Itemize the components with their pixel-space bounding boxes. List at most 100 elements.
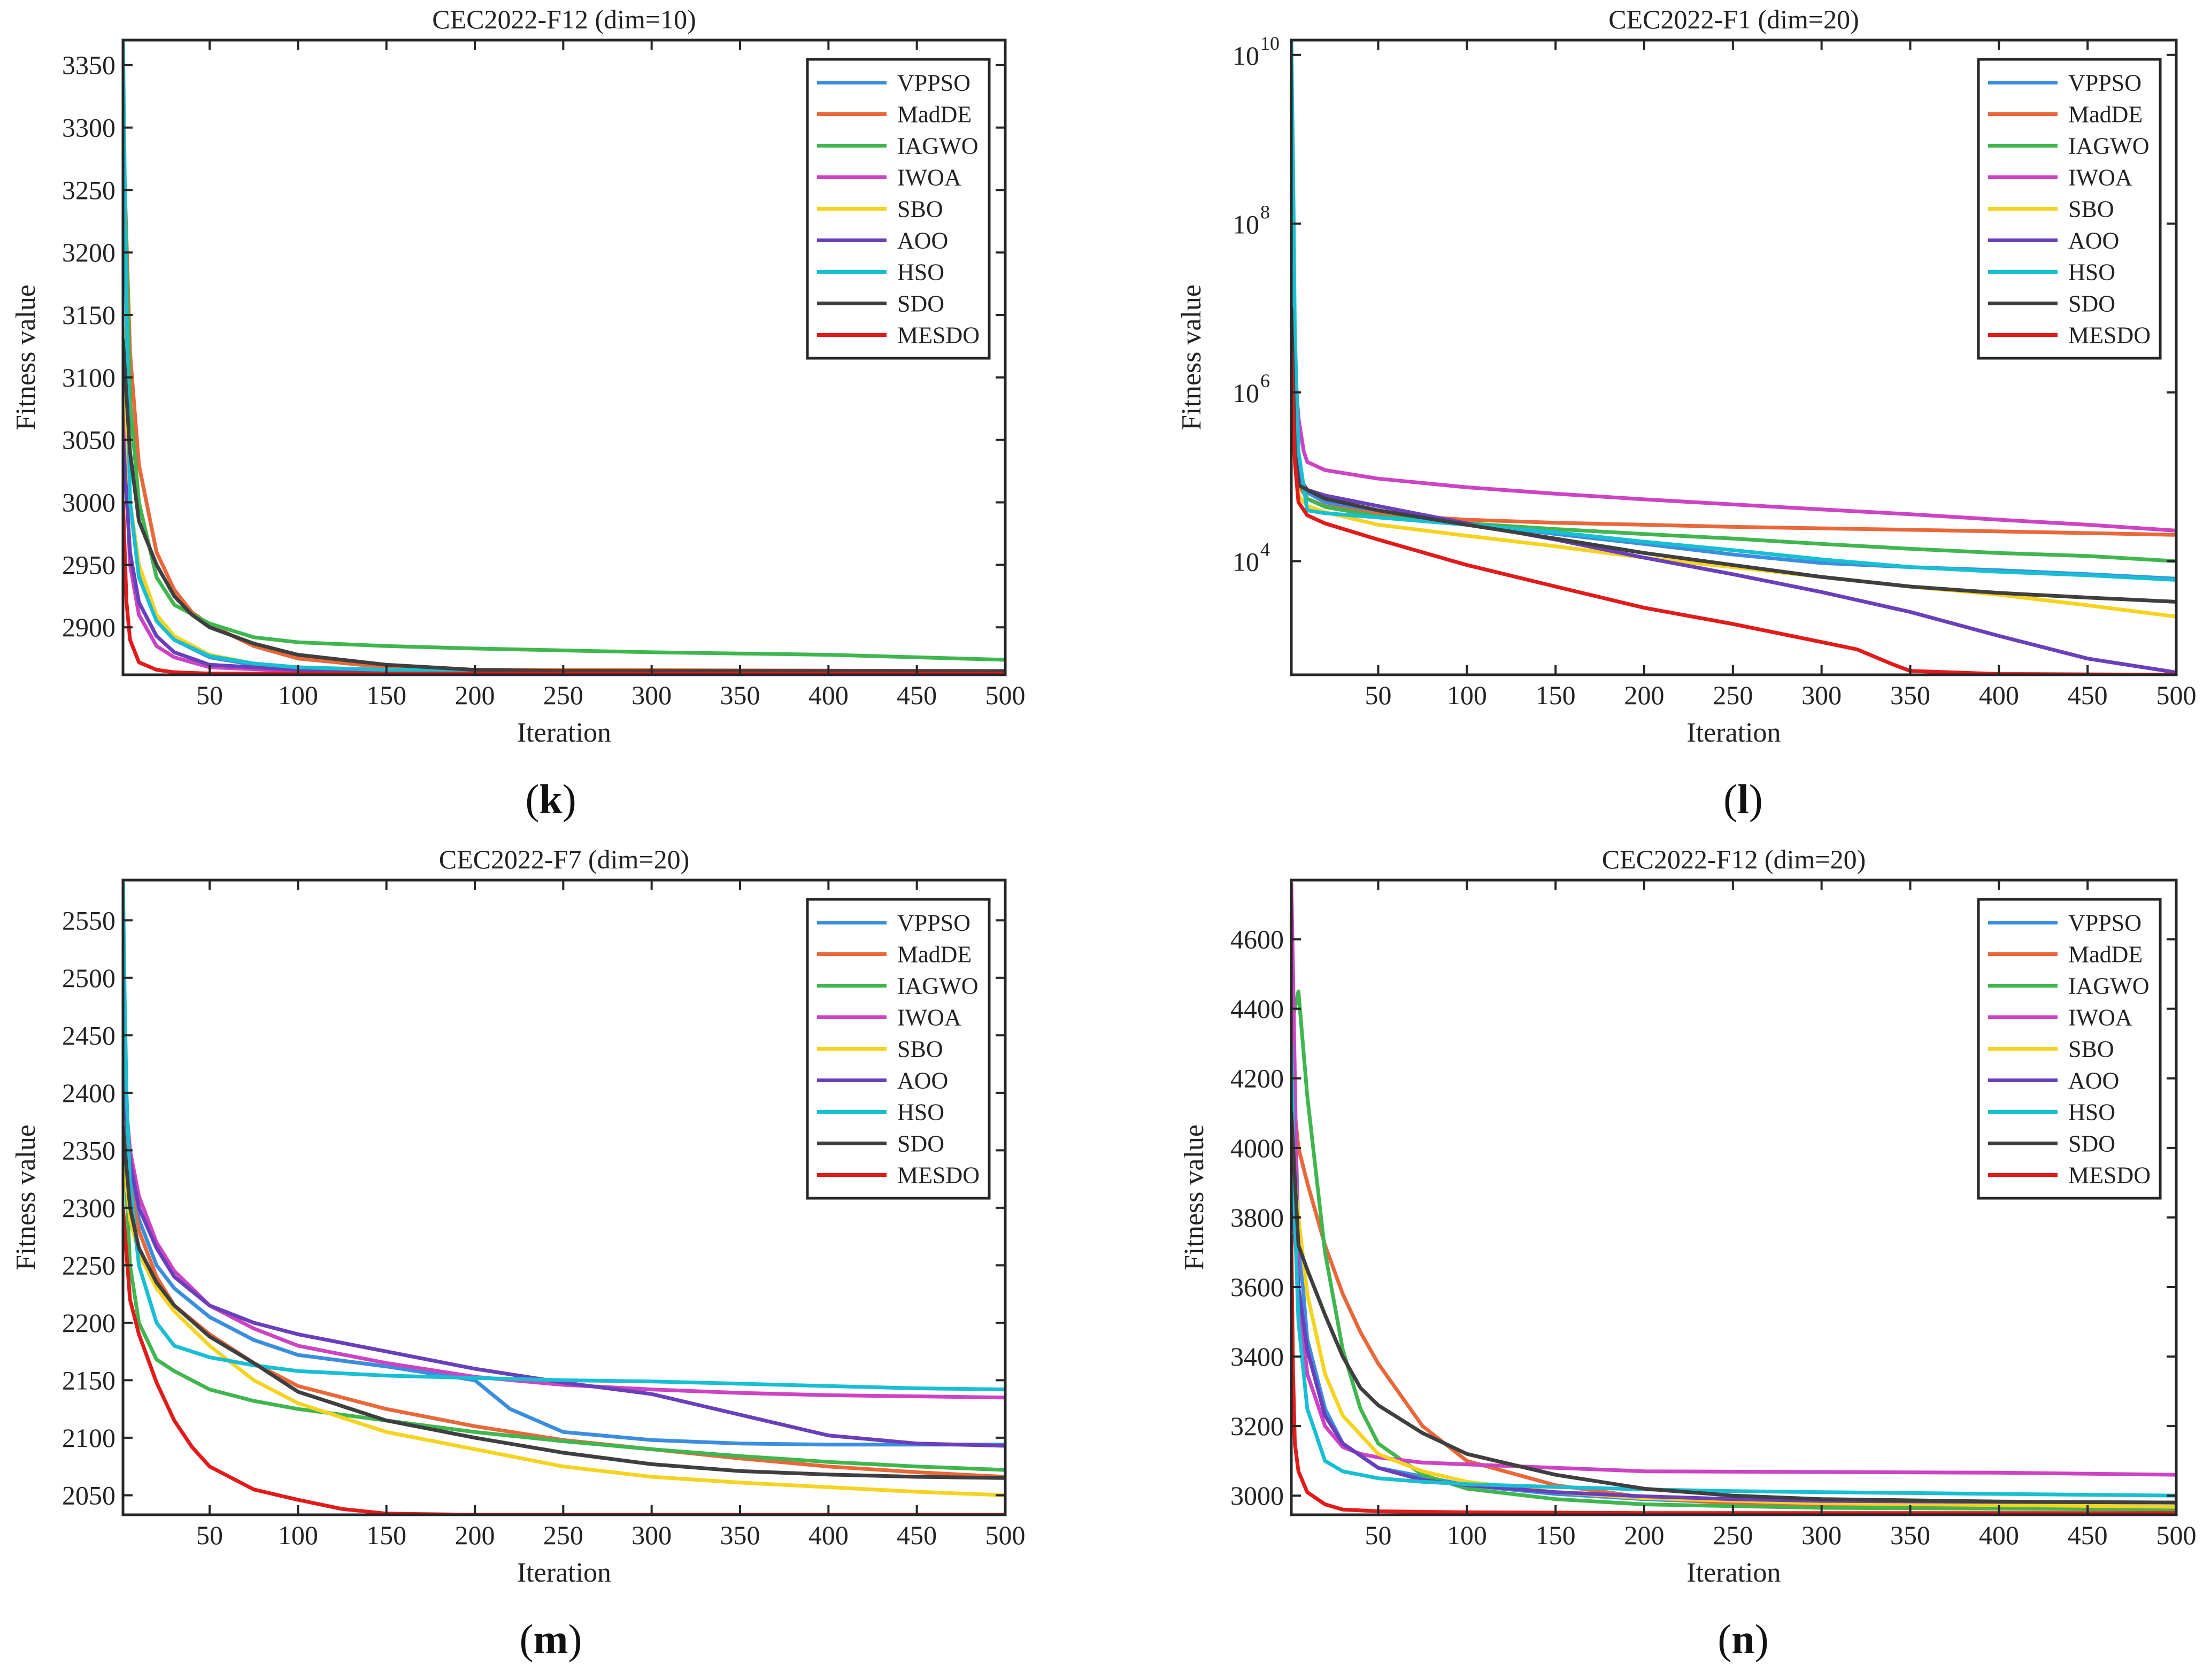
series-line-hso xyxy=(1291,1042,2176,1498)
legend-label-iagwo: IAGWO xyxy=(897,133,979,159)
legend-label-sdo: SDO xyxy=(2068,1131,2115,1157)
y-tick-label: 2200 xyxy=(62,1308,115,1338)
series-line-sdo xyxy=(123,338,1005,673)
series-line-mesdo xyxy=(1291,1232,2176,1515)
series-line-sbo xyxy=(1291,365,2176,619)
y-tick-label: 3800 xyxy=(1230,1203,1284,1232)
x-tick-label: 150 xyxy=(1536,1520,1576,1550)
y-tick-label: 2950 xyxy=(62,550,115,580)
y-axis-label: Fitness value xyxy=(11,284,41,430)
series-line-madde xyxy=(1291,365,2176,537)
series-line-sbo xyxy=(123,325,1005,674)
legend-label-iagwo: IAGWO xyxy=(2068,133,2150,159)
x-tick-label: 400 xyxy=(808,1520,849,1550)
legend: VPPSO MadDE IAGWO IWOA SBO AOO HSO SDO MESDO xyxy=(1977,898,2162,1200)
legend-label-iwoa: IWOA xyxy=(2068,1005,2132,1031)
y-tick-label: 3050 xyxy=(62,425,115,455)
legend-label-aoo: AOO xyxy=(897,1068,948,1094)
series-line-vppso xyxy=(1291,350,2176,581)
x-tick-label: 100 xyxy=(1447,680,1487,710)
x-tick-label: 500 xyxy=(985,1520,1026,1550)
legend: VPPSO MadDE IAGWO IWOA SBO AOO HSO SDO MESDO xyxy=(1977,58,2162,360)
series-line-iagwo xyxy=(1291,989,2176,1512)
y-tick-label: 3200 xyxy=(1230,1411,1284,1441)
legend-label-aoo: AOO xyxy=(897,228,948,254)
caption-letter-k: k xyxy=(539,776,563,822)
legend-label-madde: MadDE xyxy=(2068,102,2143,128)
y-tick-label: 3250 xyxy=(62,175,115,205)
legend-label-hso: HSO xyxy=(897,259,944,286)
y-tick-label: 3150 xyxy=(62,300,115,330)
series-line-vppso xyxy=(123,363,1005,674)
legend-label-aoo: AOO xyxy=(2068,228,2119,254)
x-axis-label: Iteration xyxy=(517,1558,611,1588)
caption-m: (m) xyxy=(519,1616,582,1662)
chart-l: CEC2022-F1 (dim=20) 50 100 150 200 250 300 350 4… xyxy=(1176,4,2197,748)
x-axis-label: Iteration xyxy=(1686,1558,1781,1588)
legend-label-madde: MadDE xyxy=(897,942,972,968)
legend-label-mesdo: MESDO xyxy=(897,322,980,349)
series-line-iwoa xyxy=(1291,332,2176,533)
legend-label-madde: MadDE xyxy=(897,102,972,128)
legend-label-hso: HSO xyxy=(2068,259,2115,286)
series-line-sbo xyxy=(123,1148,1005,1497)
x-tick-label: 400 xyxy=(1979,1520,2019,1550)
legend-label-sbo: SBO xyxy=(897,1036,943,1062)
y-tick-label: 4200 xyxy=(1230,1064,1284,1093)
legend-label-vppso: VPPSO xyxy=(897,910,970,936)
series-line-vppso xyxy=(123,1091,1005,1447)
series-line-iagwo xyxy=(123,1114,1005,1472)
caption-n: (n) xyxy=(1717,1616,1769,1662)
series-line-madde xyxy=(123,1114,1005,1479)
chart-n: CEC2022-F12 (dim=20) 50 100 150 200 250 300 350… xyxy=(1179,844,2197,1588)
y-tick-label: 4600 xyxy=(1230,924,1284,954)
x-tick-label: 450 xyxy=(897,1520,937,1550)
y-tick-label: 2050 xyxy=(62,1480,115,1510)
legend-label-iwoa: IWOA xyxy=(2068,165,2132,191)
x-tick-label: 300 xyxy=(631,680,672,710)
x-tick-label: 400 xyxy=(1979,680,2019,710)
x-tick-label: 50 xyxy=(1365,1520,1392,1550)
x-tick-label: 50 xyxy=(196,1520,223,1550)
legend-label-iagwo: IAGWO xyxy=(897,973,979,999)
x-tick-label: 250 xyxy=(1713,1520,1753,1550)
y-tick-label: 2350 xyxy=(62,1135,115,1165)
series-line-iwoa xyxy=(123,1068,1005,1400)
x-tick-label: 500 xyxy=(2156,680,2197,710)
x-tick-label: 300 xyxy=(1801,1520,1842,1550)
y-tick-label: 2150 xyxy=(62,1365,115,1395)
y-tick-label: 3000 xyxy=(62,488,115,518)
caption-k: (k) xyxy=(525,776,576,822)
legend-label-mesdo: MESDO xyxy=(897,1162,980,1189)
x-tick-label: 50 xyxy=(196,680,223,710)
x-axis-label: Iteration xyxy=(517,718,611,748)
caption-letter-l: l xyxy=(1737,776,1749,822)
series-line-hso xyxy=(123,880,1005,1392)
y-tick-label: 10 xyxy=(1233,41,1259,71)
x-tick-label: 100 xyxy=(278,680,318,710)
x-tick-label: 150 xyxy=(366,1520,406,1550)
chart-m: CEC2022-F7 (dim=20) 50 100 150 200 250 300 350 4… xyxy=(11,844,1026,1588)
x-tick-label: 350 xyxy=(1890,1520,1930,1550)
legend-label-sbo: SBO xyxy=(2068,1036,2114,1062)
legend-label-iagwo: IAGWO xyxy=(2068,973,2150,999)
caption-letter-m: m xyxy=(533,1616,568,1662)
y-tick-label: 2100 xyxy=(62,1423,115,1453)
x-tick-label: 50 xyxy=(1365,680,1392,710)
y-tick-exponent: 8 xyxy=(1260,201,1270,222)
caption-l: (l) xyxy=(1723,776,1763,822)
legend-label-mesdo: MESDO xyxy=(2068,1162,2151,1189)
y-tick-label: 2550 xyxy=(62,905,115,935)
series-line-aoo xyxy=(1291,1181,2176,1505)
y-tick-label: 10 xyxy=(1233,378,1259,408)
legend-label-iwoa: IWOA xyxy=(897,165,961,191)
x-tick-label: 200 xyxy=(455,680,495,710)
legend-label-hso: HSO xyxy=(897,1099,944,1126)
x-tick-label: 300 xyxy=(631,1520,672,1550)
series-line-mesdo xyxy=(1291,350,2176,675)
x-tick-label: 200 xyxy=(1624,1520,1665,1550)
y-axis-label: Fitness value xyxy=(11,1124,41,1270)
series-line-aoo xyxy=(123,1079,1005,1448)
legend-label-sdo: SDO xyxy=(2068,291,2115,317)
y-tick-label: 2900 xyxy=(62,612,115,642)
